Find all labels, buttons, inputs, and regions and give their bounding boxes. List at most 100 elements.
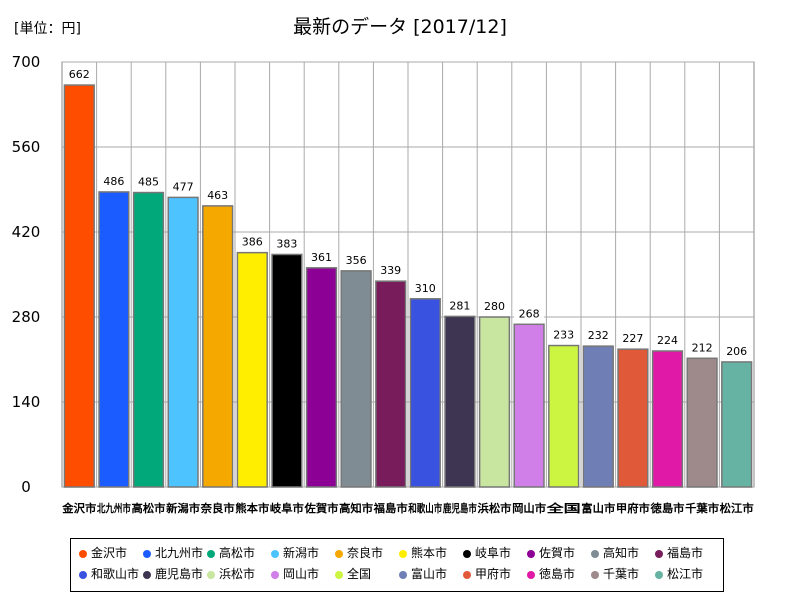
bar <box>236 251 268 488</box>
data-label: 662 <box>69 68 90 81</box>
data-label: 463 <box>207 189 228 202</box>
legend-label: 岡山市 <box>283 567 320 581</box>
legend-label: 甲府市 <box>475 567 512 581</box>
data-label-bg <box>479 297 510 314</box>
legend-item: 佐賀市 <box>527 543 591 564</box>
legend-item: 徳島市 <box>527 564 591 585</box>
legend-label: 全国 <box>347 567 372 581</box>
data-label: 212 <box>692 341 713 354</box>
x-category-label: 富山市 <box>581 501 615 515</box>
bar <box>582 345 614 488</box>
legend-item: 甲府市 <box>463 564 527 585</box>
legend-label: 徳島市 <box>539 567 576 581</box>
legend-item: 岡山市 <box>271 564 335 585</box>
bar <box>202 205 234 488</box>
legend-label: 熊本市 <box>411 546 448 560</box>
legend-item: 金沢市 <box>79 543 143 564</box>
legend-label: 北九州市 <box>155 546 204 560</box>
legend-swatch <box>79 549 87 558</box>
unit-label: [単位：円] <box>14 21 81 37</box>
data-label-bg <box>583 326 614 344</box>
data-label-bg <box>341 250 372 268</box>
legend-item: 岐阜市 <box>463 543 527 564</box>
bar <box>513 323 545 488</box>
data-label: 232 <box>588 329 609 342</box>
bar-chart: 662 486 485 477 463 386 383 361 356 339 310 281 280 2… <box>12 53 755 515</box>
legend-item: 高知市 <box>591 543 655 564</box>
data-label: 227 <box>622 332 643 345</box>
legend-swatch <box>527 549 535 558</box>
legend-label: 福島市 <box>667 546 704 560</box>
legend-label: 浜松市 <box>219 567 256 581</box>
data-label-bg <box>548 325 579 343</box>
legend-label: 奈良市 <box>347 546 384 560</box>
legend-label: 富山市 <box>411 567 448 581</box>
data-label: 486 <box>103 175 124 188</box>
chart-title: 最新のデータ [2017/12] <box>293 16 507 38</box>
data-labels: 662 486 485 477 463 386 383 361 356 339 310 281 280 2… <box>64 65 752 359</box>
legend-swatch <box>591 549 599 558</box>
bar <box>651 350 684 488</box>
x-category-label: 千葉市 <box>685 501 719 515</box>
data-label-bg <box>237 232 268 250</box>
legend-swatch <box>399 570 407 579</box>
data-label-bg <box>444 296 475 314</box>
x-category-label: 高知市 <box>339 501 373 515</box>
bar <box>548 344 580 488</box>
y-tick-label: 700 <box>12 53 41 71</box>
legend-swatch <box>527 570 535 579</box>
data-label: 485 <box>138 176 159 189</box>
y-tick-label: 420 <box>12 223 41 241</box>
legend-item: 高松市 <box>207 543 271 564</box>
x-category-label: 佐賀市 <box>303 501 338 515</box>
x-category-label: 熊本市 <box>235 501 269 515</box>
x-category-label: 全国 <box>545 501 581 515</box>
legend-swatch <box>335 570 343 579</box>
data-label-bg <box>64 65 95 83</box>
legend: 金沢市 北九州市 高松市 新潟市 奈良市 熊本市 岐阜市 佐賀市 高知市 福島市 和歌山市 鹿児島市 浜… <box>70 538 724 592</box>
legend-item: 浜松市 <box>207 564 271 585</box>
data-label-bg <box>306 247 337 265</box>
legend-label: 高知市 <box>603 546 640 560</box>
bar <box>63 84 95 488</box>
data-label: 339 <box>380 264 401 277</box>
bar <box>167 196 199 488</box>
bar <box>409 298 441 488</box>
x-category-label: 岡山市 <box>512 501 546 515</box>
bar <box>444 315 476 488</box>
legend-item: 北九州市 <box>143 543 207 564</box>
legend-item: 新潟市 <box>271 543 335 564</box>
data-label-bg <box>98 171 129 189</box>
legend-swatch <box>207 570 215 579</box>
legend-label: 千葉市 <box>603 567 640 581</box>
y-tick-label: 560 <box>12 138 41 156</box>
legend-swatch <box>143 549 151 558</box>
y-tick-label: 0 <box>21 478 31 496</box>
data-label: 310 <box>415 282 436 295</box>
bar <box>98 191 130 488</box>
data-label-bg <box>514 304 545 322</box>
x-category-label: 福島市 <box>373 501 408 515</box>
legend-item: 鹿児島市 <box>143 564 207 585</box>
gridlines <box>61 61 755 488</box>
x-category-label: 甲府市 <box>616 501 650 515</box>
legend-label: 新潟市 <box>283 546 320 560</box>
legend-item: 千葉市 <box>591 564 655 585</box>
x-category-label: 新潟市 <box>166 501 200 515</box>
legend-label: 鹿児島市 <box>155 567 204 581</box>
legend-label: 金沢市 <box>91 546 128 560</box>
data-label: 356 <box>346 254 367 267</box>
x-category-label: 金沢市 <box>61 501 96 515</box>
legend-swatch <box>271 570 279 579</box>
bar <box>132 191 165 488</box>
data-label: 268 <box>519 307 540 320</box>
data-label-bg <box>133 172 164 190</box>
bar <box>305 267 338 488</box>
data-label: 361 <box>311 251 332 264</box>
data-label-bg <box>617 329 648 347</box>
data-label-bg <box>410 278 441 296</box>
legend-label: 佐賀市 <box>539 546 576 560</box>
bar <box>375 280 407 488</box>
data-label: 383 <box>276 237 297 250</box>
bar <box>686 357 718 488</box>
